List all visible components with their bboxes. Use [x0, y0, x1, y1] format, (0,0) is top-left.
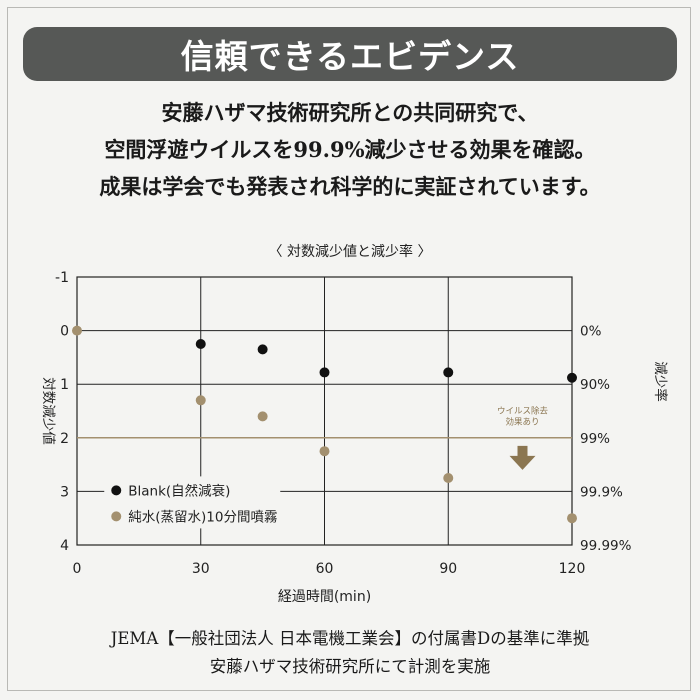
data-point: [195, 339, 206, 349]
legend-background: [104, 476, 281, 529]
data-point: [567, 513, 577, 524]
x-axis-label: 経過時間(min): [278, 589, 371, 605]
footer-line-2: 安藤ハザマ技術研究所にて計測を実施: [209, 657, 491, 676]
data-point: [443, 367, 454, 378]
footer-note: JEMA【一般社団法人 日本電機工業会】の付属書Dの基準に準拠 安藤ハザマ技術研…: [0, 625, 700, 681]
data-point: [319, 446, 330, 457]
data-point: [443, 473, 454, 483]
x-tick-label: 120: [559, 561, 586, 577]
y-tick-label: 2: [60, 431, 69, 447]
annotation-line-1: ウイルス除去: [497, 406, 549, 417]
y2-tick-label: 99.99%: [580, 538, 632, 554]
x-tick-label: 0: [73, 561, 82, 577]
y-tick-label: 4: [60, 538, 69, 554]
y-axis-label: 対数減少値: [40, 377, 57, 445]
legend-marker: [111, 511, 122, 522]
data-point: [72, 325, 82, 336]
footer-line-1: JEMA【一般社団法人 日本電機工業会】の付属書Dの基準に準拠: [110, 629, 590, 648]
chart-title: 〈 対数減少値と減少率 〉: [269, 243, 432, 260]
y-tick-label: 3: [60, 484, 69, 500]
x-tick-label: 30: [192, 561, 210, 577]
y2-tick-label: 90%: [580, 377, 610, 393]
y2-tick-label: 99.9%: [580, 484, 623, 500]
legend-label: 純水(蒸留水)10分間噴霧: [128, 509, 277, 525]
data-point: [567, 372, 577, 383]
banner-title: 信頼できるエビデンス: [180, 37, 520, 76]
x-tick-label: 90: [439, 561, 457, 577]
intro-line-1: 安藤ハザマ技術研究所との共同研究で、: [161, 100, 539, 125]
legend-marker: [111, 485, 122, 496]
data-point: [319, 367, 330, 378]
y-tick-label: 1: [60, 377, 69, 393]
intro-line-3: 成果は学会でも発表され科学的に実証されています。: [99, 174, 601, 199]
y2-axis-label: 減少率: [652, 361, 669, 402]
y2-tick-label: 0%: [580, 324, 602, 340]
data-point: [257, 411, 268, 422]
down-arrow-icon: [509, 445, 536, 470]
plot-frame: [76, 276, 573, 546]
outer-frame: [7, 7, 691, 691]
intro-text: 安藤ハザマ技術研究所との共同研究で、 空間浮遊ウイルスを99.9%減少させる効果…: [0, 94, 700, 205]
data-point: [257, 344, 268, 355]
y2-tick-label: 99%: [580, 431, 610, 447]
legend-label: Blank(自然減衰): [128, 482, 230, 499]
annotation-line-2: 効果あり: [505, 417, 539, 428]
y-tick-label: -1: [55, 270, 69, 286]
data-point: [195, 395, 206, 406]
y-tick-label: 0: [60, 324, 69, 340]
title-banner: 信頼できるエビデンス: [23, 27, 677, 81]
x-tick-label: 60: [316, 561, 334, 577]
intro-line-2: 空間浮遊ウイルスを99.9%減少させる効果を確認。: [104, 137, 596, 162]
